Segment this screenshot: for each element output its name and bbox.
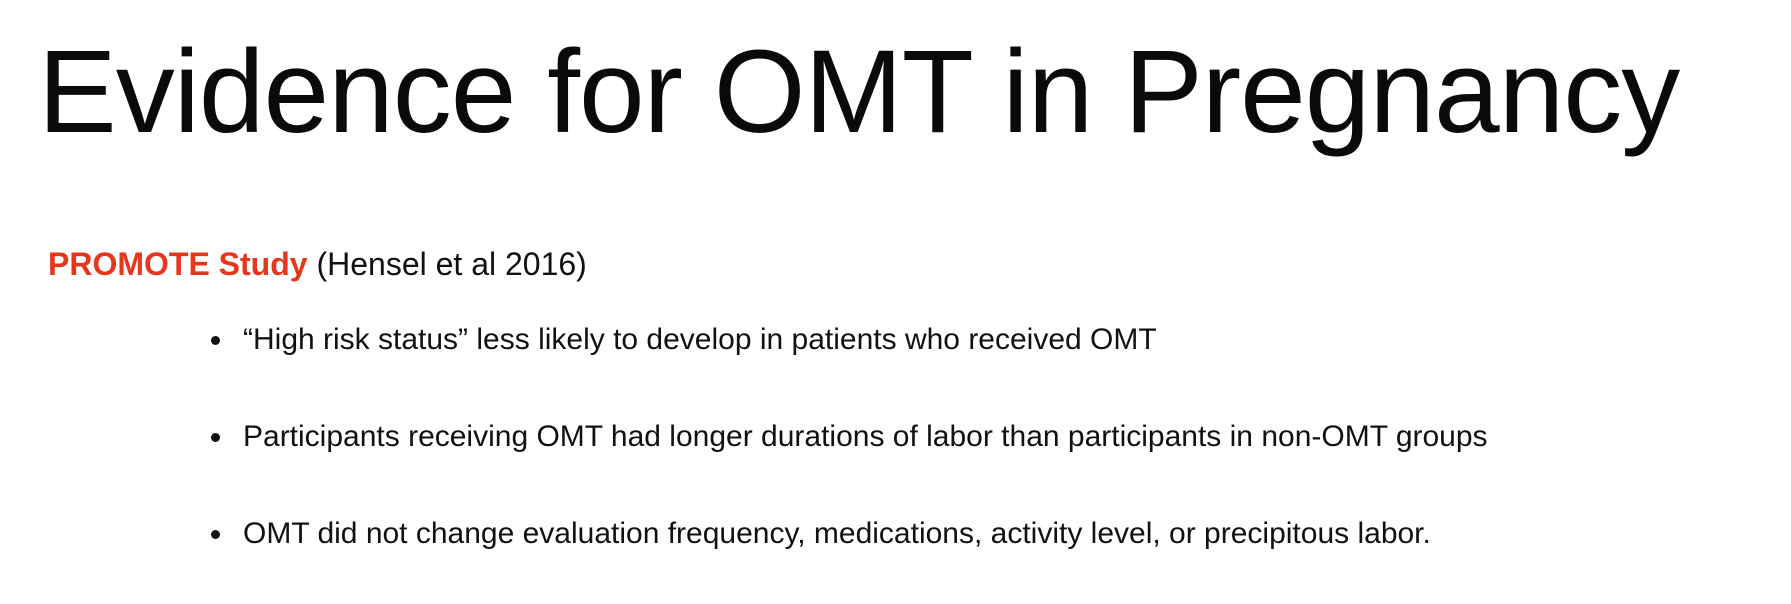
study-citation: (Hensel et al 2016) <box>316 246 587 282</box>
bullet-item: OMT did not change evaluation frequency,… <box>205 516 1488 552</box>
bullet-dot-icon <box>211 433 220 442</box>
bullet-text: “High risk status” less likely to develo… <box>243 323 1157 356</box>
bullet-list: “High risk status” less likely to develo… <box>205 322 1488 604</box>
study-heading: PROMOTE Study (Hensel et al 2016) <box>48 245 587 283</box>
study-name: PROMOTE Study <box>48 246 308 282</box>
slide-title: Evidence for OMT in Pregnancy <box>38 26 1680 158</box>
bullet-text: OMT did not change evaluation frequency,… <box>243 517 1431 550</box>
bullet-item: Participants receiving OMT had longer du… <box>205 419 1488 455</box>
bullet-text: Participants receiving OMT had longer du… <box>243 420 1488 453</box>
bullet-item: “High risk status” less likely to develo… <box>205 322 1488 358</box>
bullet-dot-icon <box>211 336 220 345</box>
bullet-dot-icon <box>211 530 220 539</box>
